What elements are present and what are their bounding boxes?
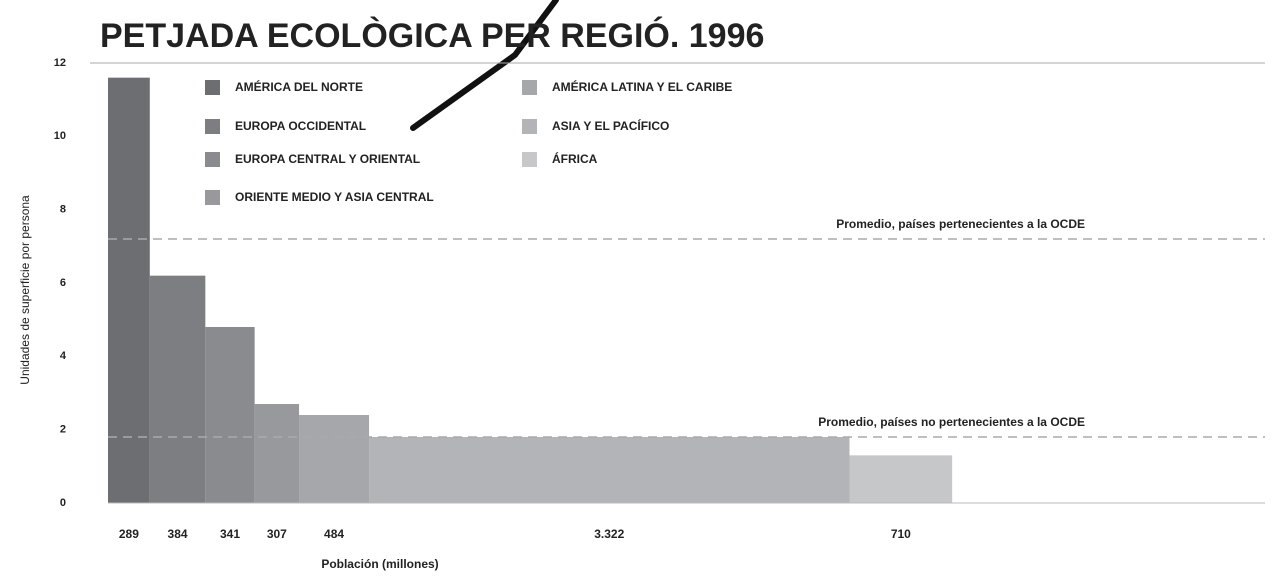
population-label: 307 [267,527,287,541]
y-tick-label: 6 [60,277,66,289]
population-label: 710 [891,527,911,541]
legend-swatch [205,80,220,95]
bar [849,455,953,503]
legend-label: ASIA Y EL PACÍFICO [552,118,669,133]
bar [299,415,370,503]
y-axis-label: Unidades de superficie por persona [18,195,32,385]
y-tick-label: 0 [60,497,66,509]
legend-swatch [205,152,220,167]
bar [108,77,150,504]
y-tick-label: 12 [54,57,66,69]
legend-label: ORIENTE MEDIO Y ASIA CENTRAL [235,190,434,204]
bar [149,275,206,503]
arrow-decoration [410,0,559,131]
reference-label: Promedio, países pertenecientes a la OCD… [836,217,1085,231]
bar [369,437,850,503]
population-label: 341 [220,527,240,541]
chart-title: PETJADA ECOLÒGICA PER REGIÓ. 1996 [100,17,764,55]
bar [205,327,255,503]
legend-label: AMÉRICA LATINA Y EL CARIBE [552,79,732,94]
y-tick-label: 2 [60,424,66,436]
population-label: 289 [119,527,139,541]
legend-swatch [522,152,537,167]
legend-swatch [205,190,220,205]
population-label: 484 [324,527,344,541]
population-label: 3.322 [594,527,624,541]
legend-label: AMÉRICA DEL NORTE [235,79,363,94]
legend-swatch [522,119,537,134]
y-tick-label: 8 [60,204,66,216]
reference-label: Promedio, países no pertenecientes a la … [818,415,1085,429]
legend-label: EUROPA CENTRAL Y ORIENTAL [235,152,420,166]
legend-swatch [522,80,537,95]
population-label: 384 [168,527,188,541]
legend-label: EUROPA OCCIDENTAL [235,119,366,133]
x-axis-label: Población (millones) [321,557,438,571]
y-tick-label: 4 [60,350,67,362]
y-tick-label: 10 [54,130,66,142]
legend-swatch [205,119,220,134]
bar [254,404,300,503]
legend-label: ÁFRICA [552,151,598,166]
